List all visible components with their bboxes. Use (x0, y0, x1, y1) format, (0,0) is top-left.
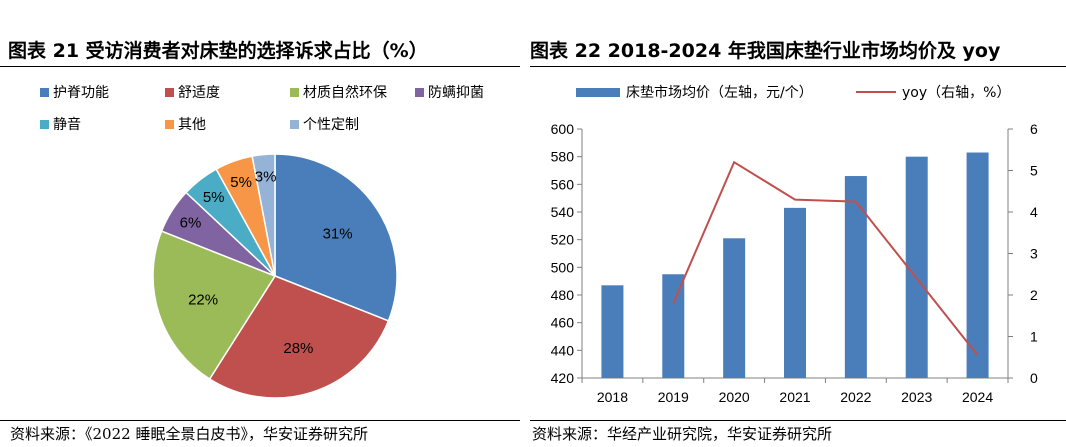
pie-legend-item: 防螨抑菌 (415, 82, 484, 102)
bar-line-chart: 420 440 460 480 500 520 540 560 580 600 0 1 2 3 4 5 6 201… (551, 121, 1038, 405)
pie-slice-label: 5% (203, 189, 225, 206)
pie-slice-label: 31% (323, 226, 353, 243)
legend-swatch (290, 87, 299, 97)
bar (784, 207, 806, 378)
legend-swatch (40, 87, 49, 97)
x-tick-label: 2019 (658, 389, 689, 405)
left-tick-label: 420 (551, 370, 575, 386)
right-tick-label: 3 (1030, 246, 1038, 262)
title-rule (0, 66, 520, 67)
right-tick-label: 4 (1030, 204, 1038, 220)
pie-legend-item: 舒适度 (165, 82, 220, 102)
x-tick-label: 2024 (962, 389, 993, 405)
right-tick-label: 2 (1030, 287, 1038, 303)
left-tick-label: 440 (551, 342, 575, 358)
legend-swatch (576, 87, 620, 97)
left-tick-label: 540 (551, 204, 575, 220)
bar (844, 176, 867, 378)
left-tick-label: 460 (551, 315, 575, 331)
pie-chart-title: 图表 21 受访消费者对床垫的选择诉求占比（%） (8, 40, 428, 62)
legend-label: 防螨抑菌 (428, 85, 484, 101)
legend-label: 床垫市场均价（左轴，元/个） (626, 85, 813, 101)
left-tick-label: 500 (551, 259, 575, 275)
pie-slice (208, 275, 390, 399)
left-tick-label: 580 (551, 149, 575, 165)
right-tick-label: 0 (1030, 370, 1038, 386)
pie-legend-item: 其他 (165, 114, 206, 134)
bar (905, 156, 928, 378)
pie-slice (251, 153, 276, 277)
x-tick-label: 2021 (779, 389, 810, 405)
yoy-line (672, 160, 979, 356)
legend-swatch (415, 87, 424, 97)
bar (601, 285, 624, 378)
legend-swatch (165, 87, 174, 97)
legend-swatch (165, 119, 174, 129)
left-tick-label: 480 (551, 287, 575, 303)
bar (723, 238, 746, 378)
pie-legend-item: 护脊功能 (40, 82, 109, 102)
source-rule (0, 420, 520, 421)
pie-slice-label: 5% (230, 174, 252, 191)
bar-chart-title: 图表 22 2018-2024 年我国床垫行业市场均价及 yoy (530, 40, 1001, 62)
x-tick-label: 2018 (597, 389, 628, 405)
pie-slice-label: 28% (283, 340, 313, 357)
pie-source-note: 资料来源：《2022 睡眠全景白皮书》，华安证券研究所 (10, 425, 368, 443)
legend-swatch (290, 119, 299, 129)
pie-slice-label: 3% (255, 168, 277, 185)
pie-legend-item: 静音 (40, 114, 81, 134)
x-tick-label: 2020 (719, 389, 750, 405)
source-rule (530, 420, 1066, 421)
line-legend-item: yoy（右轴，%） (856, 82, 1010, 102)
legend-label: 其他 (178, 117, 206, 133)
bar-source-note: 资料来源：华经产业研究院，华安证券研究所 (532, 425, 833, 443)
x-tick-label: 2023 (901, 389, 932, 405)
pie-slice-label: 6% (180, 214, 202, 231)
right-tick-label: 5 (1030, 163, 1038, 179)
pie-slice (152, 230, 277, 381)
legend-label: yoy（右轴，%） (902, 85, 1011, 101)
legend-swatch (856, 91, 896, 93)
legend-swatch (40, 119, 49, 129)
pie-chart-panel: 图表 21 受访消费者对床垫的选择诉求占比（%） 护脊功能 舒适度 材质自然环保 防螨… (0, 0, 520, 447)
left-tick-label: 520 (551, 232, 575, 248)
x-tick-label: 2022 (840, 389, 871, 405)
bar-legend-item: 床垫市场均价（左轴，元/个） (576, 82, 813, 102)
right-tick-label: 1 (1030, 329, 1038, 345)
legend-label: 护脊功能 (53, 85, 109, 101)
title-rule (530, 66, 1066, 67)
pie-chart: 31%28%22%6%5%5% 3% (152, 153, 398, 399)
left-tick-label: 600 (551, 121, 575, 137)
pie-legend-item: 个性定制 (290, 114, 359, 134)
legend-label: 材质自然环保 (303, 85, 387, 101)
left-tick-label: 560 (551, 176, 575, 192)
bar (662, 274, 685, 378)
bar-chart-panel: 图表 22 2018-2024 年我国床垫行业市场均价及 yoy 床垫市场均价（… (530, 0, 1066, 447)
bar (966, 152, 989, 378)
legend-label: 舒适度 (178, 85, 220, 101)
pie-slice-label: 22% (188, 291, 218, 308)
legend-label: 个性定制 (303, 117, 359, 133)
pie-legend-item: 材质自然环保 (290, 82, 387, 102)
right-tick-label: 6 (1030, 121, 1038, 137)
legend-label: 静音 (53, 117, 81, 133)
pie-slice (274, 153, 398, 322)
